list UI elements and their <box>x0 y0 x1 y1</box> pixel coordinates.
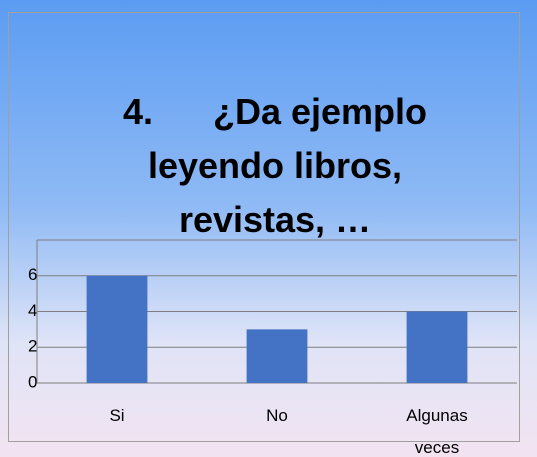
x-tick-label: Algunas veces <box>406 406 468 457</box>
y-tick-label: 4 <box>28 301 37 320</box>
x-tick-label: No <box>266 406 288 425</box>
y-tick-label: 0 <box>28 372 37 391</box>
chart-border <box>8 12 520 442</box>
y-tick-label: 2 <box>28 337 37 356</box>
x-tick-label: Si <box>109 406 125 425</box>
y-tick-label: 6 <box>28 265 37 284</box>
chart-title: 4. ¿Da ejemplo leyendo libros, revistas,… <box>122 91 438 240</box>
bar <box>406 311 468 383</box>
bar <box>246 329 308 383</box>
bar <box>86 275 148 383</box>
